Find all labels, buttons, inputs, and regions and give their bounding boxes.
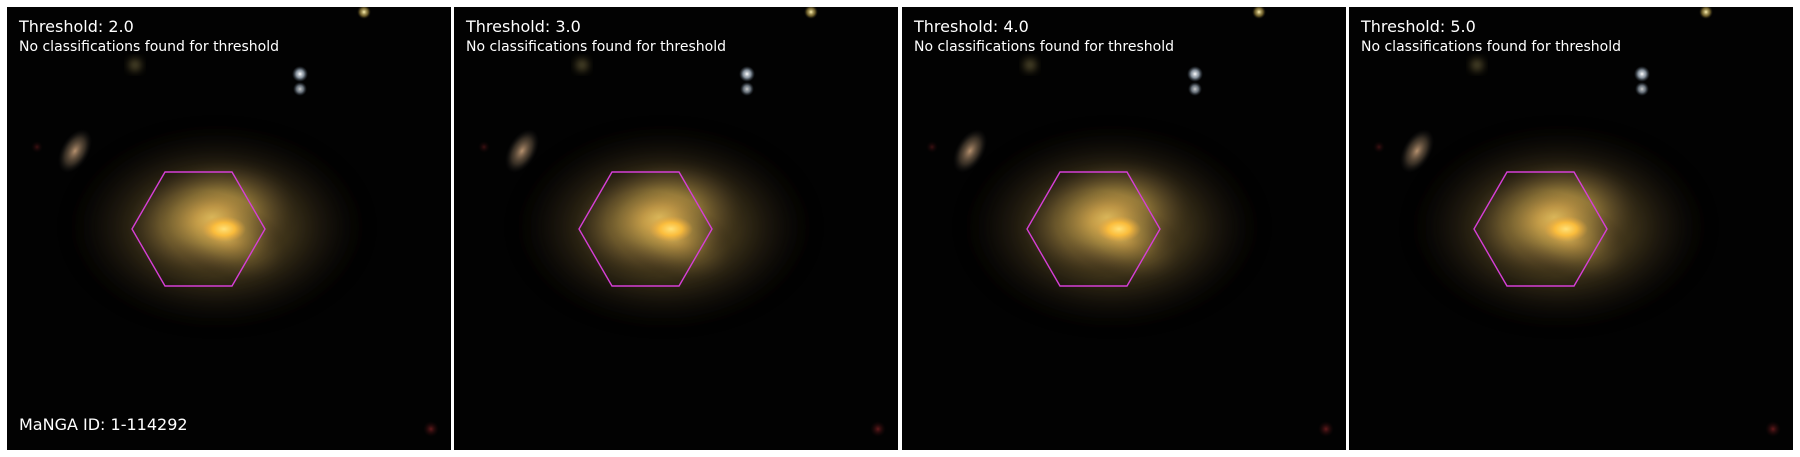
panel-subtitle: No classifications found for threshold [19,39,279,55]
galaxy-image [478,7,886,437]
panel-subtitle: No classifications found for threshold [914,39,1174,55]
threshold-panel-3: Threshold: 4.0 No classifications found … [902,7,1346,450]
panel-title: Threshold: 4.0 [914,17,1029,36]
ifu-hexagon-outline [1473,171,1608,287]
panel-title: Threshold: 5.0 [1361,17,1476,36]
panel-subtitle: No classifications found for threshold [466,39,726,55]
panel-subtitle: No classifications found for threshold [1361,39,1621,55]
galaxy-image [1373,7,1781,437]
manga-id-label: MaNGA ID: 1-114292 [19,415,188,434]
ifu-hexagon-outline [578,171,713,287]
threshold-panel-1: Threshold: 2.0 No classifications found … [7,7,451,450]
panel-title: Threshold: 3.0 [466,17,581,36]
ifu-hexagon-outline [1026,171,1161,287]
threshold-panel-2: Threshold: 3.0 No classifications found … [454,7,898,450]
panel-title: Threshold: 2.0 [19,17,134,36]
galaxy-image [31,7,439,437]
threshold-panel-4: Threshold: 5.0 No classifications found … [1349,7,1793,450]
ifu-hexagon-outline [131,171,266,287]
galaxy-image [926,7,1334,437]
